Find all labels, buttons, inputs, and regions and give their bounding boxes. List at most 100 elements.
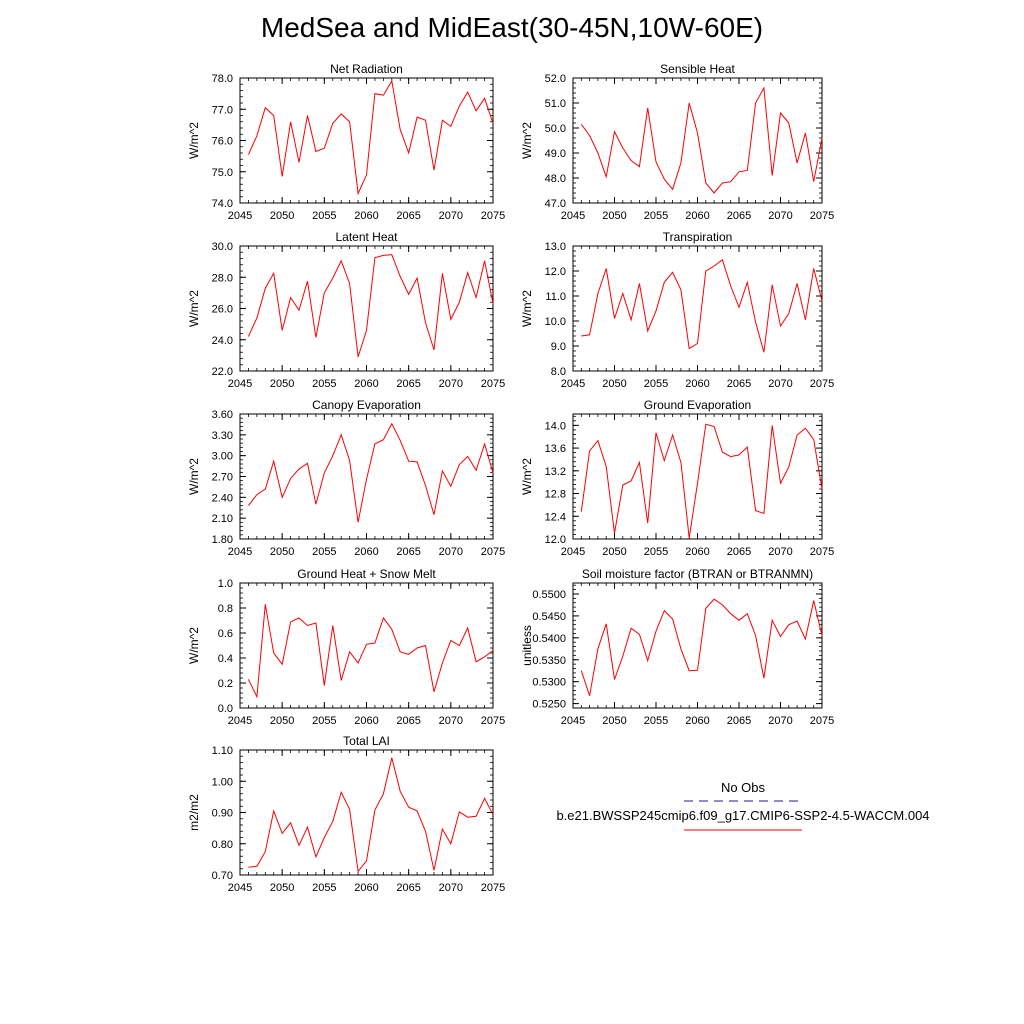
y-tick-label: 0.5250 (532, 699, 566, 711)
x-tick-label: 2050 (270, 882, 294, 894)
x-tick-label: 2050 (602, 210, 626, 222)
x-tick-label: 2045 (561, 546, 585, 558)
x-tick-label: 2075 (481, 546, 505, 558)
y-tick-label: 11.0 (545, 291, 566, 303)
series-line (580, 86, 823, 194)
y-tick-label: 0.5450 (532, 611, 566, 623)
y-tick-label: 78.0 (212, 73, 233, 85)
x-tick-label: 2055 (312, 210, 336, 222)
x-tick-label: 2065 (396, 210, 420, 222)
y-tick-label: 14.0 (545, 420, 566, 432)
panel-title: Ground Heat + Snow Melt (297, 567, 436, 581)
y-tick-label: 50.0 (545, 123, 566, 135)
panel-title: Transpiration (663, 230, 733, 244)
x-tick-label: 2050 (602, 715, 626, 727)
plot-frame (572, 413, 823, 540)
y-axis-label: W/m^2 (187, 458, 201, 495)
series-line (247, 79, 494, 196)
x-tick-label: 2055 (644, 210, 668, 222)
y-tick-label: 8.0 (551, 366, 566, 378)
x-tick-label: 2070 (439, 210, 463, 222)
x-tick-label: 2060 (685, 546, 709, 558)
x-tick-label: 2060 (685, 715, 709, 727)
plot-frame (572, 77, 823, 204)
legend: No Obs b.e21.BWSSP245cmip6.f09_g17.CMIP6… (556, 780, 930, 831)
legend-obs-label: No Obs (721, 780, 766, 795)
series-line (580, 423, 823, 538)
y-tick-label: 0.70 (212, 870, 233, 882)
panel-title: Sensible Heat (660, 62, 735, 76)
y-tick-label: 77.0 (212, 104, 233, 116)
y-tick-label: 22.0 (212, 366, 233, 378)
series-line (248, 757, 494, 873)
x-tick-label: 2075 (810, 378, 834, 390)
y-tick-label: 1.10 (212, 745, 233, 757)
x-tick-label: 2045 (228, 378, 252, 390)
y-tick-label: 0.4 (218, 653, 233, 665)
x-tick-label: 2045 (561, 715, 585, 727)
y-tick-label: 12.0 (545, 534, 566, 546)
x-tick-label: 2070 (768, 378, 792, 390)
x-tick-label: 2065 (727, 546, 751, 558)
x-tick-label: 2070 (768, 210, 792, 222)
x-tick-label: 2060 (685, 210, 709, 222)
panel-4: 2045 2050 2055 2060 2065 2070 2075 8.0 9.0 10.0 11… (520, 230, 834, 390)
x-tick-label: 2055 (312, 715, 336, 727)
y-tick-label: 2.70 (212, 472, 233, 484)
series-line (247, 254, 494, 358)
y-tick-label: 26.0 (212, 304, 233, 316)
page-title: MedSea and MidEast(30-45N,10W-60E) (260, 12, 764, 43)
plot-frame (239, 749, 494, 876)
panel-2: 2045 2050 2055 2060 2065 2070 2075 47.0 48.0 49.0… (520, 62, 834, 222)
x-tick-label: 2065 (396, 715, 420, 727)
x-tick-label: 2050 (270, 210, 294, 222)
y-tick-label: 10.0 (545, 316, 566, 328)
y-axis-label: W/m^2 (187, 122, 201, 159)
x-tick-label: 2075 (481, 378, 505, 390)
x-tick-label: 2055 (644, 546, 668, 558)
x-tick-label: 2045 (228, 882, 252, 894)
series-line (248, 422, 494, 523)
x-tick-label: 2070 (439, 546, 463, 558)
y-tick-label: 52.0 (545, 73, 566, 85)
x-tick-label: 2075 (481, 715, 505, 727)
y-tick-label: 2.10 (212, 513, 233, 525)
y-tick-label: 0.8 (218, 603, 233, 615)
panel-title: Canopy Evaporation (312, 398, 421, 412)
y-tick-label: 0.80 (212, 839, 233, 851)
x-tick-label: 2045 (561, 210, 585, 222)
x-tick-label: 2055 (312, 546, 336, 558)
y-tick-label: 0.90 (212, 808, 233, 820)
x-tick-label: 2060 (685, 378, 709, 390)
y-axis-label: W/m^2 (187, 290, 201, 327)
y-tick-label: 75.0 (212, 167, 233, 179)
y-tick-label: 12.4 (545, 511, 566, 523)
y-tick-label: 9.0 (551, 341, 566, 353)
x-tick-label: 2050 (270, 378, 294, 390)
x-tick-label: 2050 (270, 715, 294, 727)
y-tick-label: 0.6 (218, 628, 233, 640)
y-tick-label: 13.0 (545, 241, 566, 253)
y-axis-label: m2/m2 (187, 794, 201, 831)
x-tick-label: 2075 (810, 546, 834, 558)
x-tick-label: 2065 (727, 378, 751, 390)
x-tick-label: 2045 (228, 210, 252, 222)
x-tick-label: 2050 (602, 378, 626, 390)
x-tick-label: 2065 (396, 882, 420, 894)
x-tick-label: 2060 (354, 378, 378, 390)
y-tick-label: 1.80 (212, 534, 233, 546)
x-tick-label: 2055 (644, 378, 668, 390)
y-tick-label: 1.0 (218, 578, 233, 590)
panel-3: 2045 2050 2055 2060 2065 2070 2075 22.0 24.0 26.0… (187, 230, 505, 390)
y-axis-label: W/m^2 (520, 290, 534, 327)
x-tick-label: 2045 (228, 546, 252, 558)
x-tick-label: 2075 (810, 715, 834, 727)
y-axis-label: W/m^2 (187, 627, 201, 664)
y-tick-label: 0.2 (218, 678, 233, 690)
panel-title: Total LAI (343, 734, 390, 748)
y-tick-label: 47.0 (545, 198, 566, 210)
y-tick-label: 48.0 (545, 173, 566, 185)
y-tick-label: 13.6 (545, 443, 566, 455)
x-tick-label: 2070 (768, 715, 792, 727)
